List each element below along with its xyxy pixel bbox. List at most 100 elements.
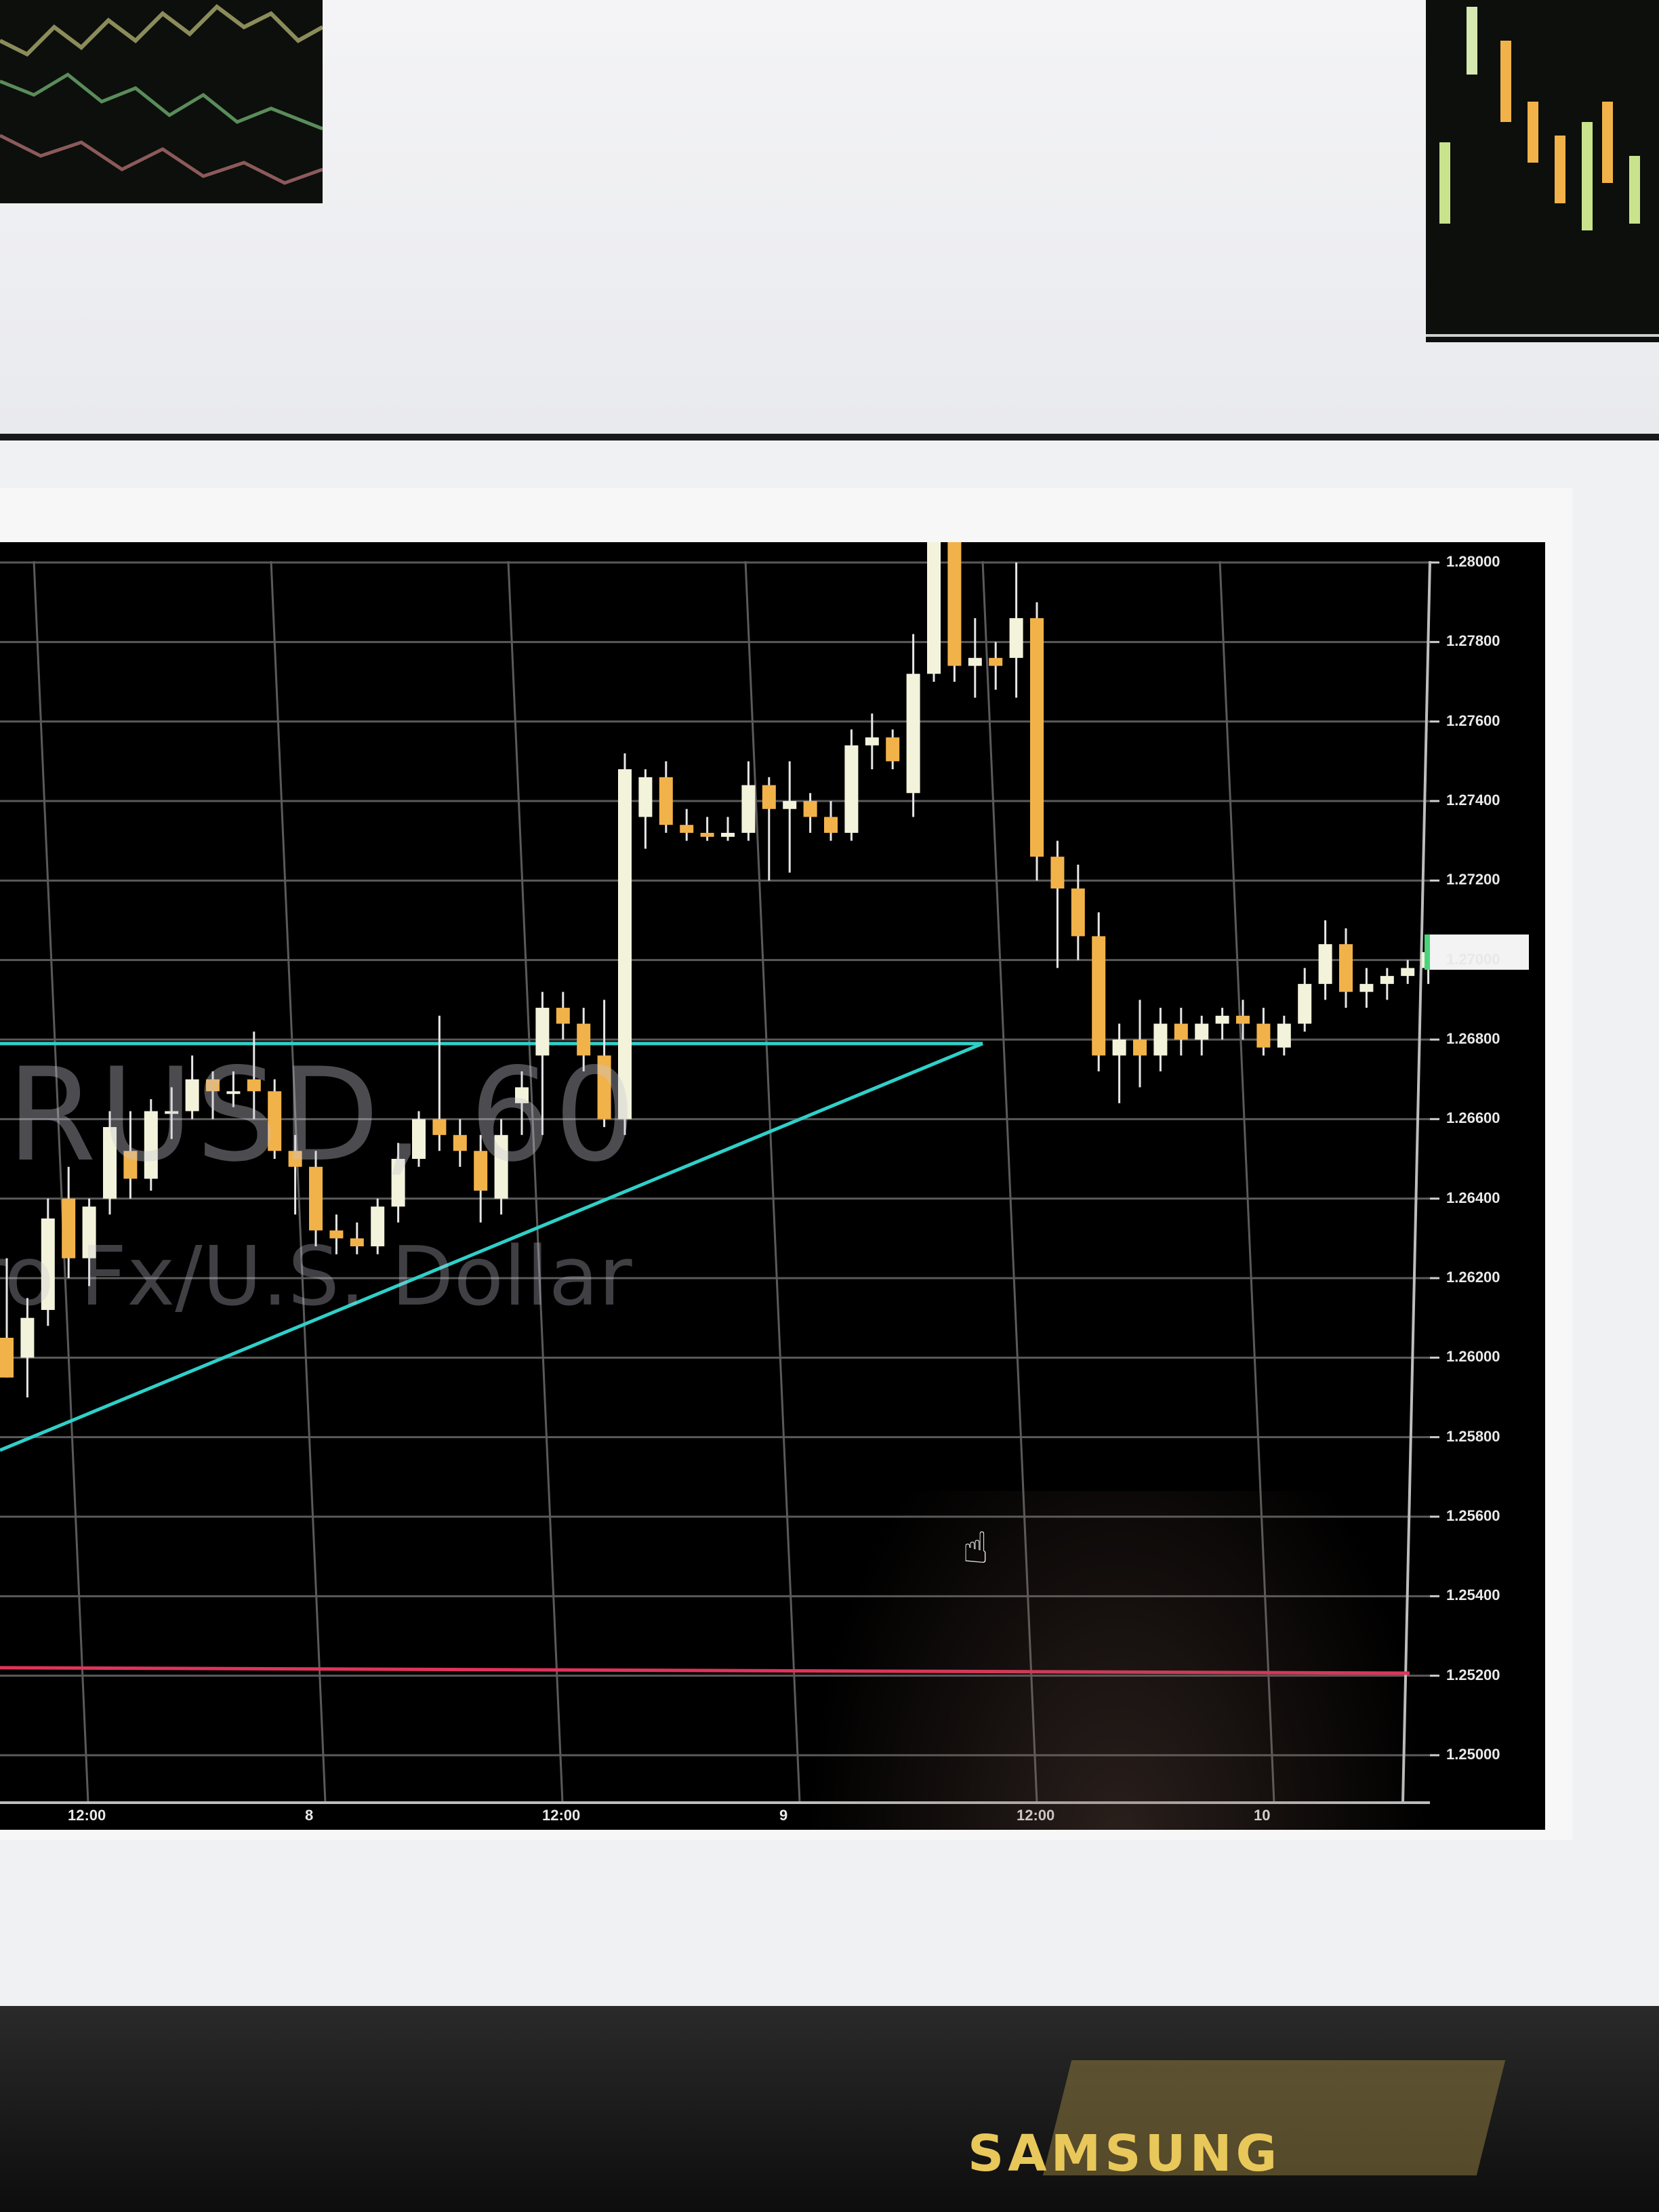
background-chart-thumbnail-right — [1426, 0, 1659, 342]
bull-candle — [1215, 1015, 1229, 1024]
price-axis-label: 1.27800 — [1446, 632, 1500, 650]
time-axis-label: 10 — [1254, 1807, 1271, 1824]
bull-candle — [41, 1218, 55, 1310]
bull-candle — [721, 832, 735, 837]
bull-candle — [618, 769, 632, 1120]
price-axis-label: 1.25000 — [1446, 1746, 1500, 1763]
price-axis-label: 1.27400 — [1446, 792, 1500, 808]
bull-candle — [185, 1079, 199, 1111]
bear-candle — [1174, 1023, 1188, 1040]
bull-candle — [226, 1091, 241, 1094]
bull-candle — [1277, 1023, 1291, 1048]
bull-candle — [1359, 983, 1374, 992]
bull-candle — [165, 1111, 179, 1114]
bear-candle — [268, 1091, 282, 1151]
bear-candle — [1133, 1040, 1147, 1056]
bear-candle — [680, 825, 694, 833]
thumbnail-chart-right — [1426, 7, 1659, 337]
bear-candle — [989, 657, 1003, 666]
bear-candle — [700, 832, 714, 837]
bear-candle — [453, 1134, 467, 1151]
bear-candle — [329, 1230, 344, 1239]
bull-candle — [20, 1317, 35, 1358]
bear-candle — [247, 1079, 261, 1092]
price-axis-label: 1.28000 — [1446, 553, 1500, 570]
bear-candle — [1050, 857, 1065, 889]
bull-candle — [515, 1087, 529, 1103]
bull-candle — [1009, 618, 1023, 658]
bear-candle — [206, 1079, 220, 1092]
bull-candle — [1401, 968, 1415, 977]
bull-candle — [927, 542, 941, 674]
symbol-watermark: RUSD, 60 — [7, 1040, 639, 1190]
bull-candle — [535, 1008, 550, 1056]
bear-candle — [1339, 944, 1353, 992]
bull-candle — [865, 737, 879, 745]
bull-candle — [1153, 1023, 1168, 1056]
bull-candle — [391, 1159, 405, 1207]
bull-candle — [1318, 944, 1332, 984]
bull-candle — [494, 1134, 508, 1199]
trading-chart[interactable]: RUSD, 60 ro Fx/U.S. Dollar 1.28000 1.2780… — [0, 542, 1545, 1830]
bear-candle — [577, 1023, 591, 1056]
hand-cursor-icon: ☝ — [962, 1523, 989, 1574]
current-price-marker-accent — [1425, 934, 1430, 970]
bull-candle — [82, 1206, 96, 1258]
price-axis-label: 1.25600 — [1446, 1507, 1500, 1524]
bull-candle — [371, 1206, 385, 1247]
price-axis-label: 1.26400 — [1446, 1189, 1500, 1206]
time-axis-label: 8 — [305, 1807, 314, 1824]
bull-candle — [741, 785, 756, 833]
bear-candle — [824, 817, 838, 833]
monitor-brand-logo: SAMSUNG — [968, 2125, 1282, 2183]
price-axis-label: 1.26800 — [1446, 1030, 1500, 1047]
thumbnail-chart-left — [0, 4, 323, 185]
bear-candle — [62, 1198, 76, 1258]
vertical-gridline — [33, 560, 89, 1803]
bull-candle — [1298, 983, 1312, 1024]
bull-candle — [1112, 1040, 1126, 1056]
bear-candle — [350, 1238, 364, 1247]
bull-candle — [1195, 1023, 1209, 1040]
price-axis-label: 1.27000 — [1446, 950, 1500, 968]
bear-candle — [432, 1119, 447, 1135]
price-axis-label: 1.25800 — [1446, 1427, 1500, 1445]
bear-candle — [886, 737, 900, 762]
bear-candle — [288, 1151, 302, 1167]
vertical-gridline — [744, 560, 801, 1803]
current-price-marker — [1427, 934, 1529, 970]
bear-candle — [123, 1151, 138, 1179]
bull-candle — [103, 1127, 117, 1199]
bear-candle — [309, 1166, 323, 1231]
bull-candle — [144, 1111, 158, 1179]
time-axis-label: 12:00 — [68, 1807, 106, 1824]
bull-candle — [412, 1119, 426, 1159]
bear-candle — [1092, 936, 1106, 1056]
bear-candle — [803, 801, 817, 817]
bull-candle — [844, 745, 859, 833]
candlestick-chart-svg[interactable] — [0, 542, 1545, 1830]
bear-candle — [1256, 1023, 1271, 1048]
vertical-gridline — [981, 560, 1038, 1803]
price-axis-label: 1.27200 — [1446, 871, 1500, 888]
bull-candle — [906, 674, 920, 794]
price-axis-label: 1.26200 — [1446, 1269, 1500, 1286]
price-axis-label: 1.25200 — [1446, 1666, 1500, 1683]
description-watermark: ro Fx/U.S. Dollar — [0, 1230, 632, 1324]
support-line — [0, 1666, 1410, 1675]
vertical-gridline — [270, 560, 327, 1803]
price-axis-border — [1401, 560, 1431, 1803]
price-axis-label: 1.27600 — [1446, 712, 1500, 729]
vertical-gridline — [507, 560, 564, 1803]
ascending-trendline — [0, 1042, 983, 1452]
bear-candle — [0, 1338, 14, 1378]
bear-candle — [1030, 618, 1044, 857]
bull-candle — [783, 801, 797, 809]
time-axis-label: 9 — [779, 1807, 788, 1824]
bull-candle — [968, 657, 982, 666]
bear-candle — [1071, 888, 1085, 937]
background-chart-thumbnail-left — [0, 0, 323, 203]
price-axis-label: 1.26000 — [1446, 1348, 1500, 1366]
price-axis-label: 1.25400 — [1446, 1586, 1500, 1604]
bear-candle — [1236, 1015, 1250, 1024]
